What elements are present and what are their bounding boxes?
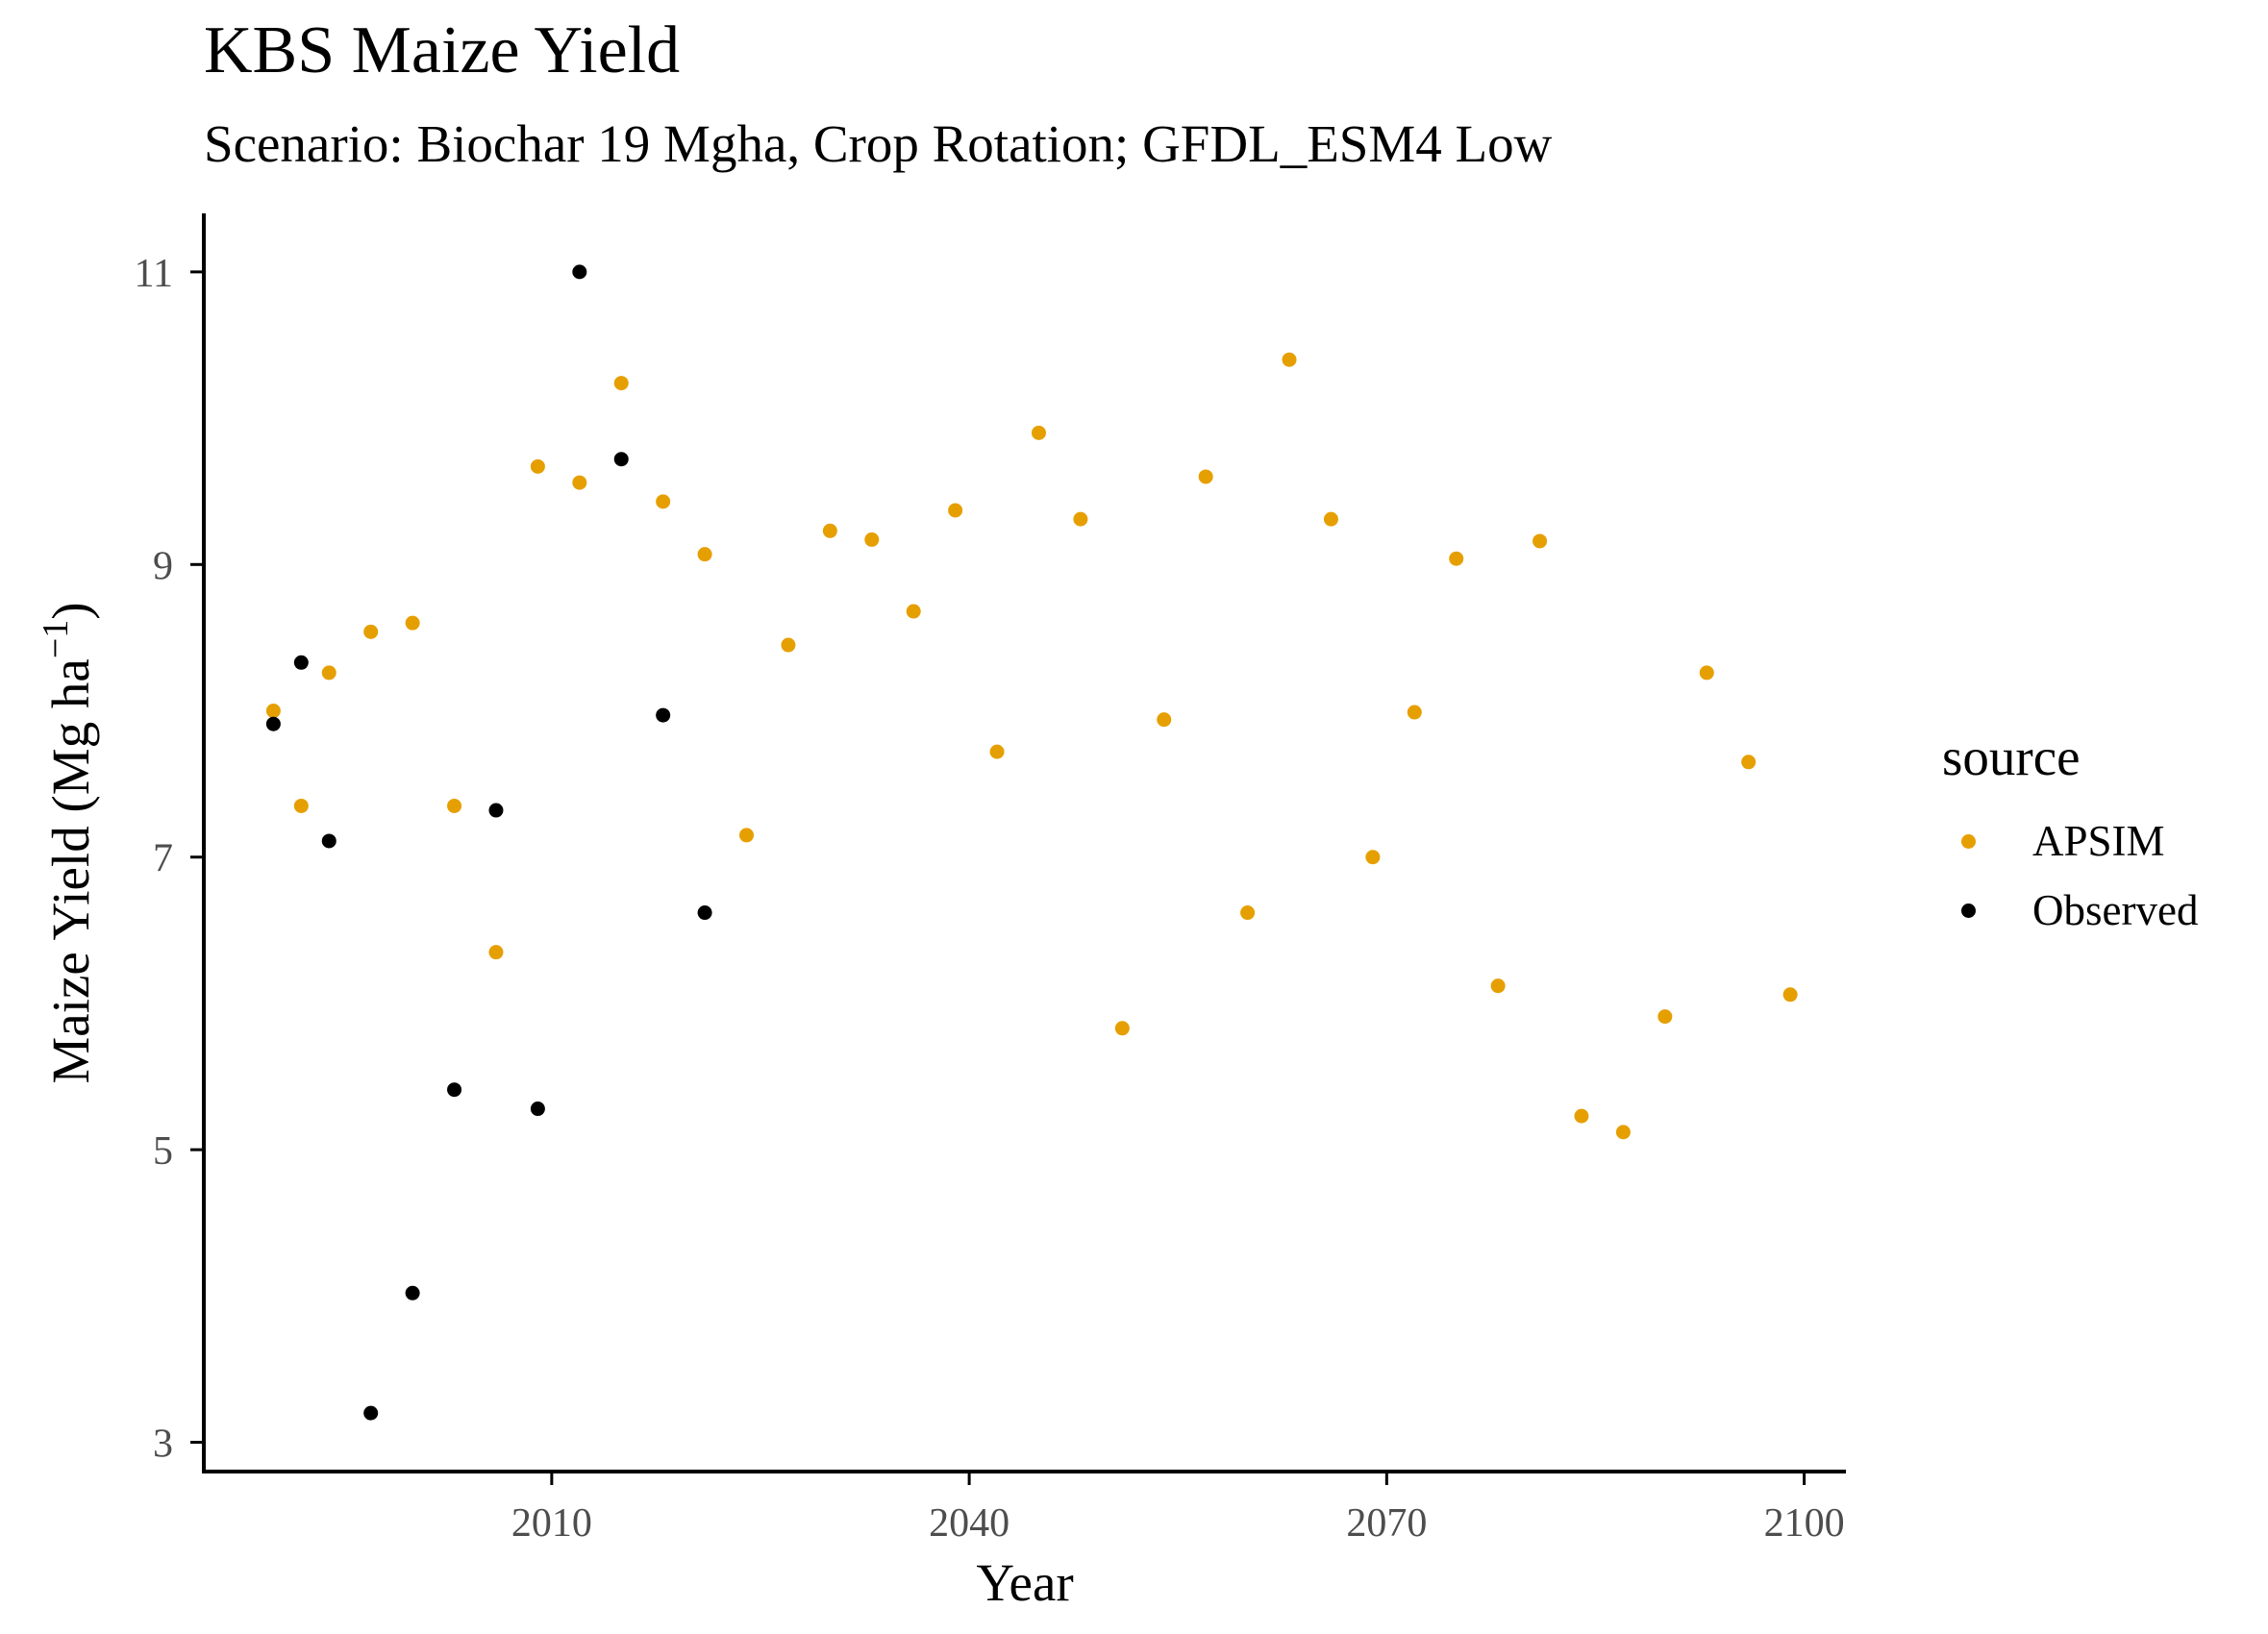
- point-apsim: [697, 547, 712, 562]
- point-observed: [447, 1082, 462, 1098]
- point-apsim: [1490, 978, 1506, 994]
- point-apsim: [1073, 511, 1088, 527]
- point-apsim: [1323, 511, 1338, 527]
- point-apsim: [864, 532, 880, 547]
- legend-label-observed: Observed: [2032, 886, 2199, 934]
- point-apsim: [781, 637, 796, 653]
- legend: source APSIM Observed: [1942, 730, 2198, 945]
- point-apsim: [1782, 987, 1798, 1003]
- x-axis-ticks: 2010 2040 2070 2100: [511, 1472, 1845, 1546]
- point-apsim: [656, 494, 671, 509]
- point-observed: [697, 905, 712, 921]
- point-apsim: [613, 376, 629, 391]
- point-apsim: [1031, 425, 1046, 440]
- point-apsim: [488, 945, 504, 960]
- point-apsim: [1157, 712, 1172, 728]
- point-observed: [405, 1285, 420, 1300]
- x-axis-label: Year: [976, 1553, 1073, 1612]
- point-observed: [488, 803, 504, 818]
- y-tick-label: 5: [153, 1129, 173, 1174]
- point-apsim: [1657, 1009, 1673, 1025]
- y-axis-label-suffix: ): [41, 602, 100, 619]
- point-apsim: [363, 624, 379, 639]
- point-apsim: [948, 503, 963, 518]
- point-observed: [613, 452, 629, 467]
- point-apsim: [447, 798, 462, 813]
- point-observed: [265, 716, 281, 731]
- point-observed: [656, 707, 671, 723]
- y-axis-label-main: Maize Yield (Mg ha: [41, 658, 100, 1083]
- point-apsim: [1282, 352, 1297, 367]
- y-tick-label: 9: [153, 544, 173, 588]
- x-tick-label: 2100: [1764, 1501, 1845, 1546]
- point-apsim: [530, 458, 545, 474]
- point-observed: [293, 655, 309, 670]
- point-observed: [363, 1405, 379, 1421]
- y-tick-label: 3: [153, 1423, 173, 1467]
- legend-item-observed: Observed: [1942, 876, 2198, 945]
- legend-key-observed: [1942, 876, 1994, 945]
- y-tick-label: 11: [135, 252, 173, 296]
- legend-item-apsim: APSIM: [1942, 806, 2198, 876]
- point-apsim: [822, 523, 837, 538]
- point-apsim: [1615, 1125, 1631, 1140]
- x-tick-label: 2070: [1346, 1501, 1427, 1546]
- data-points: [265, 264, 1798, 1421]
- legend-key-apsim: [1942, 806, 1994, 876]
- y-axis-ticks: 3 5 7 9 11: [135, 252, 204, 1467]
- point-apsim: [321, 665, 336, 681]
- point-apsim: [1114, 1021, 1130, 1036]
- point-apsim: [989, 744, 1005, 759]
- legend-dot-observed: [1960, 903, 1976, 918]
- point-observed: [321, 833, 336, 849]
- point-apsim: [1240, 905, 1256, 921]
- point-observed: [572, 264, 587, 280]
- y-axis-label: Maize Yield (Mg ha−1): [36, 602, 100, 1083]
- point-apsim: [739, 828, 755, 843]
- y-axis-label-superscript: −1: [36, 620, 76, 658]
- legend-title: source: [1942, 728, 2081, 786]
- chart-title: KBS Maize Yield: [204, 13, 681, 87]
- point-apsim: [293, 798, 309, 813]
- point-apsim: [572, 475, 587, 490]
- x-tick-label: 2010: [511, 1501, 592, 1546]
- point-apsim: [1741, 755, 1757, 770]
- y-tick-label: 7: [153, 837, 173, 881]
- point-apsim: [1574, 1108, 1589, 1124]
- point-apsim: [1449, 551, 1464, 566]
- point-apsim: [1533, 533, 1548, 549]
- point-apsim: [906, 604, 921, 619]
- point-apsim: [1407, 705, 1422, 720]
- point-apsim: [405, 615, 420, 631]
- point-apsim: [1198, 469, 1213, 484]
- legend-label-apsim: APSIM: [2032, 817, 2165, 865]
- point-observed: [530, 1102, 545, 1117]
- chart-subtitle: Scenario: Biochar 19 Mgha, Crop Rotation…: [204, 114, 1553, 173]
- point-apsim: [265, 704, 281, 719]
- legend-dot-apsim: [1960, 833, 1976, 849]
- point-apsim: [1365, 850, 1381, 865]
- point-apsim: [1699, 665, 1714, 681]
- x-tick-label: 2040: [929, 1501, 1009, 1546]
